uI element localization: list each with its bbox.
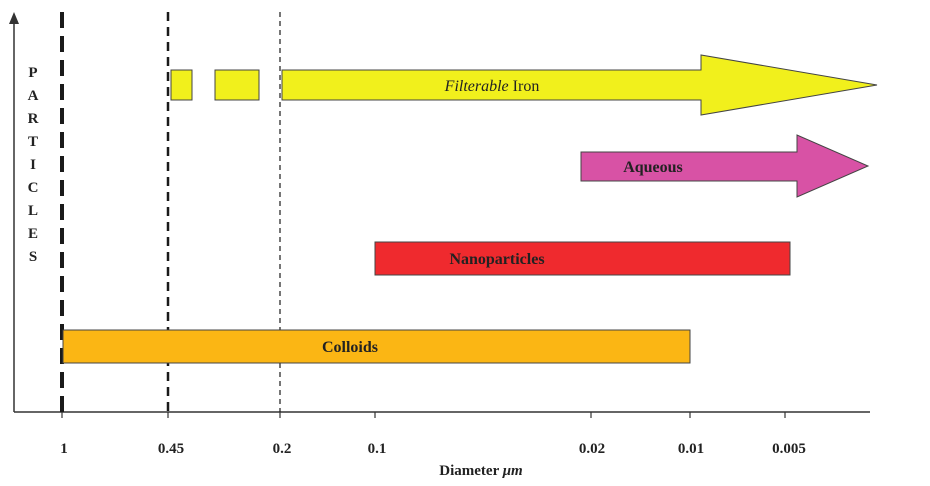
filterable-rest-text: Iron [509,78,540,95]
x-tick-label: 0.01 [678,441,704,457]
x-tick-marks [61,412,786,418]
filterable-block-1 [170,69,193,101]
y-letter: C [28,180,39,196]
y-letter: T [28,134,38,150]
x-axis-title-unit: μm [502,463,523,479]
y-letter: R [28,111,39,127]
x-tick-label: 0.2 [273,441,292,457]
x-axis-title-prefix: Diameter [439,463,502,479]
nanoparticles-bar [374,241,791,276]
y-letter: P [28,65,37,81]
colloids-label: Colloids [322,339,378,356]
x-tick-label: 0.02 [579,441,605,457]
filterable-iron-arrow [281,54,878,116]
y-axis-label: P A R T I C L E S [28,65,39,265]
x-tick-label: 1 [60,441,68,457]
x-tick-label: 0.45 [158,441,184,457]
filterable-iron-label: Filterable Iron [444,78,540,95]
y-axis-arrowhead [9,12,19,24]
y-letter: S [29,249,37,265]
x-tick-label: 0.1 [368,441,387,457]
aqueous-arrow [580,134,870,198]
y-letter: I [30,157,36,173]
aqueous-label: Aqueous [623,159,683,176]
filterable-italic-text: Filterable [444,78,509,95]
y-letter: A [28,88,39,104]
x-tick-label: 0.005 [772,441,806,457]
nanoparticles-label: Nanoparticles [449,251,544,268]
x-axis-title: Diameter μm [439,463,522,479]
filterable-block-2 [214,69,260,101]
x-tick-labels: 1 0.45 0.2 0.1 0.02 0.01 0.005 [60,441,806,457]
y-letter: L [28,203,38,219]
colloids-bar [62,329,691,364]
y-letter: E [28,226,38,242]
